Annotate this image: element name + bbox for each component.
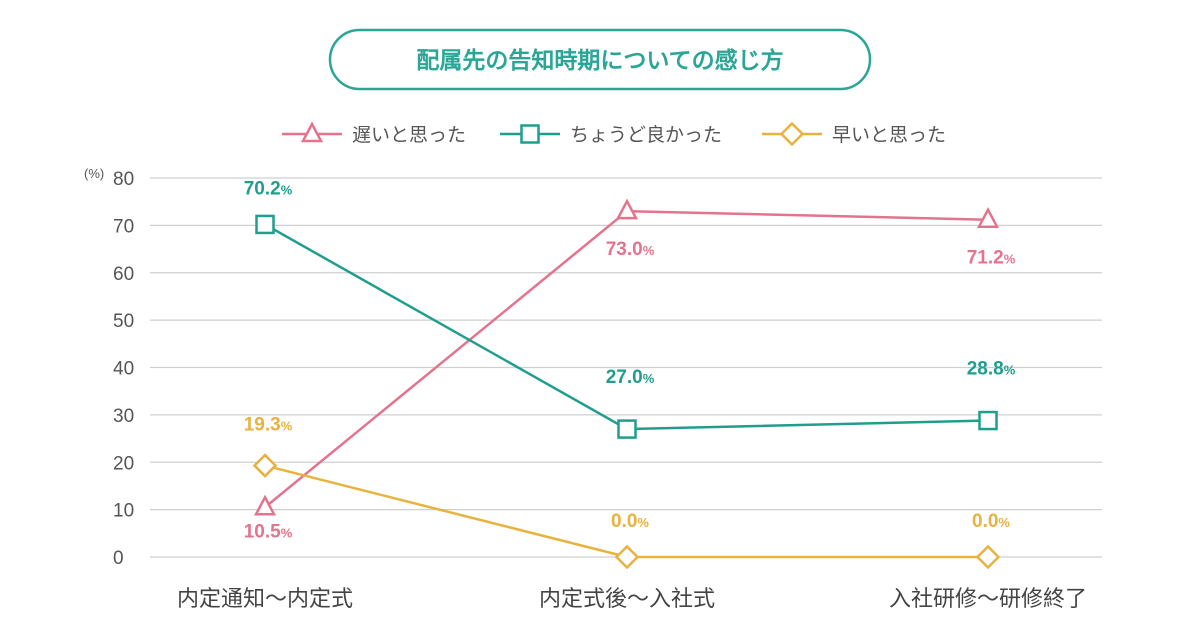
- diamond-marker: [614, 544, 640, 570]
- data-label-unit: %: [998, 515, 1010, 530]
- y-tick-label: 40: [113, 359, 134, 380]
- y-tick-label: 20: [113, 453, 134, 474]
- diamond-marker: [975, 544, 1001, 570]
- gridlines: [150, 177, 1102, 558]
- diamond-marker: [252, 453, 278, 478]
- data-label-unit: %: [643, 243, 655, 258]
- y-tick-label: 60: [113, 264, 134, 285]
- x-category-label: 入社研修〜研修終了: [889, 587, 1087, 612]
- y-tick-label: 0: [113, 548, 124, 569]
- data-label: 70.2%: [244, 178, 293, 199]
- y-tick-label: 70: [113, 216, 134, 237]
- y-tick-label: 80: [113, 169, 134, 190]
- square-marker: [520, 124, 540, 144]
- data-label-unit: %: [281, 419, 293, 434]
- data-label-unit: %: [1004, 363, 1016, 378]
- diamond-marker: [779, 121, 805, 147]
- chart-title-pill: 配属先の告知時期についての感じ方: [328, 28, 872, 91]
- y-tick-label: 10: [113, 501, 134, 522]
- data-label-unit: %: [281, 182, 293, 197]
- square-marker: [978, 410, 998, 431]
- data-label: 27.0%: [606, 367, 655, 388]
- data-label-unit: %: [643, 371, 655, 386]
- data-label: 71.2%: [967, 248, 1016, 269]
- square-marker: [617, 419, 637, 439]
- y-tick-label: 50: [113, 311, 134, 332]
- data-label: 0.0%: [611, 511, 649, 532]
- triangle-marker: [253, 494, 277, 516]
- data-label: 10.5%: [244, 521, 293, 542]
- legend-label: 早いと思った: [832, 124, 946, 146]
- chart-title: 配属先の告知時期についての感じ方: [416, 47, 783, 74]
- y-axis-ticks: 0 10 20 30 40 50 60 70 80: [113, 169, 134, 569]
- x-category-label: 内定通知〜内定式: [177, 587, 353, 612]
- title-pill-border: [328, 28, 872, 91]
- data-label-unit: %: [637, 515, 649, 530]
- y-unit-label: (%): [84, 166, 104, 181]
- data-label: 28.8%: [967, 359, 1016, 380]
- legend: 遅いと思った ちょうど良かった 早いと思った: [282, 121, 946, 147]
- data-label: 19.3%: [244, 415, 293, 436]
- triangle-marker: [976, 207, 1000, 228]
- legend-label: ちょうど良かった: [570, 124, 722, 146]
- legend-label: 遅いと思った: [352, 124, 466, 146]
- x-category-label: 内定式後〜入社式: [539, 587, 715, 612]
- x-axis-categories: 内定通知〜内定式 内定式後〜入社式 入社研修〜研修終了: [177, 587, 1087, 612]
- data-label: 0.0%: [972, 511, 1010, 532]
- y-tick-label: 30: [113, 406, 134, 427]
- series-markers: [252, 198, 1001, 570]
- triangle-marker: [615, 198, 639, 220]
- data-label-unit: %: [281, 525, 293, 540]
- triangle-marker: [300, 121, 324, 143]
- data-labels: 10.5% 73.0% 71.2% 70.2% 27.0% 28.8% 19.3% 0.0% 0…: [244, 178, 1016, 542]
- square-marker: [255, 214, 275, 235]
- data-label: 73.0%: [606, 239, 655, 260]
- data-label-unit: %: [1004, 252, 1016, 267]
